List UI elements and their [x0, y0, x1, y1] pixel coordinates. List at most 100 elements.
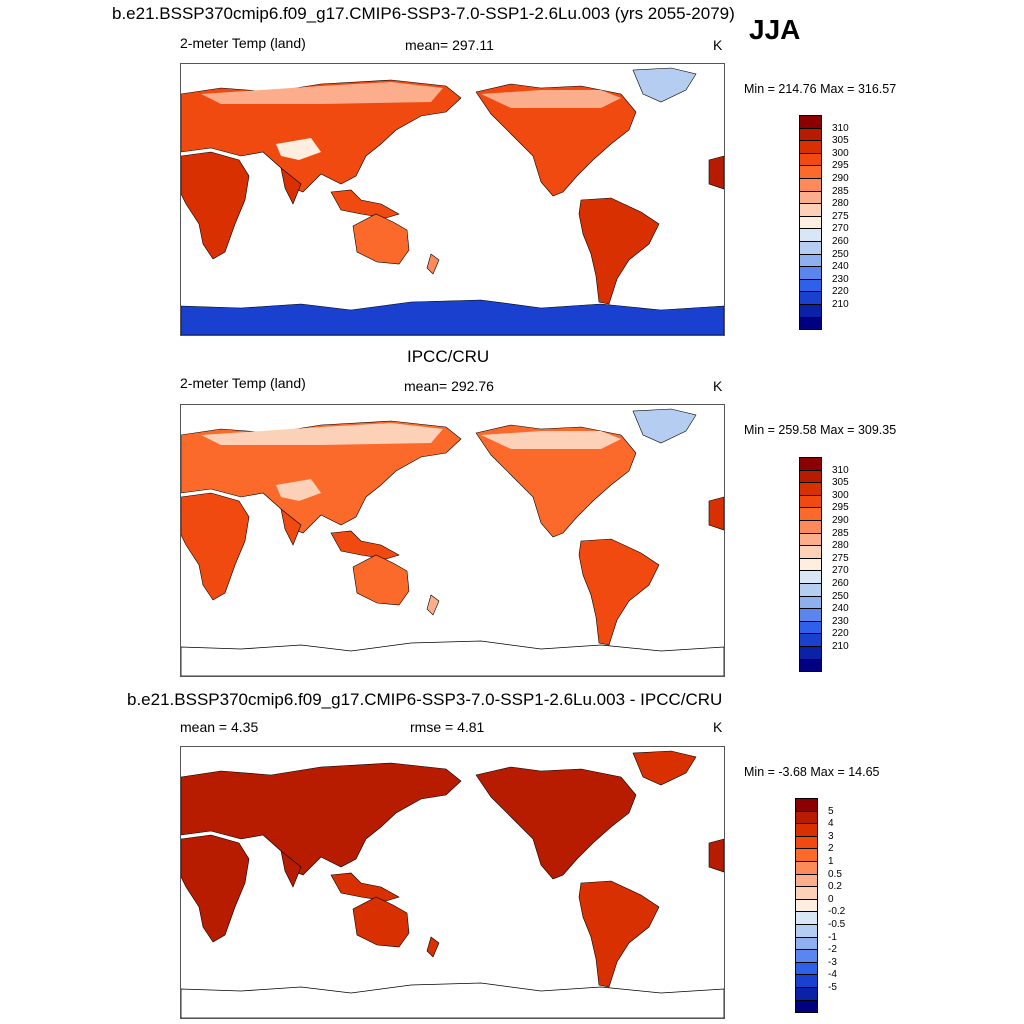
landmass-namerica [475, 766, 637, 880]
landmass-greenland [632, 408, 697, 444]
colorbar-tick-label: 310 [832, 464, 849, 476]
colorbar-swatch [799, 127, 822, 141]
colorbar-tick-label: 1 [828, 856, 834, 867]
colorbar-tick-label: 270 [832, 565, 849, 577]
colorbar-tick-label: 2 [828, 843, 834, 855]
colorbar-swatch [799, 469, 822, 483]
colorbar-tick-label: 260 [832, 236, 849, 247]
colorbar-tick-label: 305 [832, 135, 849, 147]
colorbar-tick-label: -5 [828, 982, 837, 993]
colorbar-tick-label: 210 [832, 641, 849, 652]
landmass-nz [426, 936, 440, 958]
season-label: JJA [749, 14, 801, 45]
colorbar-swatch [799, 165, 822, 179]
colorbar-swatch [799, 520, 822, 534]
colorbar-swatch [799, 304, 822, 318]
colorbar-swatch [799, 152, 822, 166]
colorbar-swatch [799, 457, 822, 471]
colorbar-swatch [799, 140, 822, 154]
landmass-antarctica [181, 640, 724, 676]
landmass-seasia [330, 189, 400, 219]
colorbar-tick-label: -4 [828, 969, 837, 981]
colorbar-tick-label: 0.2 [828, 881, 842, 893]
colorbar-swatch [799, 190, 822, 204]
colorbar-swatch [799, 494, 822, 508]
colorbar-swatch [795, 823, 818, 837]
panel-2-minmax: Min = 259.58 Max = 309.35 [744, 423, 897, 437]
landmass-westafrica [708, 838, 724, 873]
colorbar-tick-label: 300 [832, 489, 849, 501]
panel-3-rmse-label: rmse = 4.81 [410, 719, 485, 735]
plateau-region [276, 479, 321, 501]
landmass-seasia [330, 872, 400, 902]
colorbar-tick-label: -0.2 [828, 906, 846, 918]
colorbar-tick-label: 0.5 [828, 868, 842, 880]
colorbar-swatch [799, 178, 822, 192]
landmass-namerica [475, 83, 637, 197]
colorbar-swatch [795, 924, 818, 938]
landmass-namerica [475, 424, 637, 538]
colorbar-swatch [799, 545, 822, 559]
colorbar-swatch [795, 949, 818, 963]
panel-2-units: K [713, 378, 723, 394]
colorbar-tick-label: 305 [832, 477, 849, 489]
landmass-samerica [578, 538, 660, 646]
colorbar-tick-label: 3 [828, 830, 834, 842]
panel-1-colorbar: 310 305 300 295 290 285 280 275 270 260 250 240 230 2… [799, 115, 869, 330]
panel-2-colorbar: 310 305 300 295 290 285 280 275 270 260 250 240 230 2… [799, 457, 869, 672]
panel-3-mean-label: mean = 4.35 [180, 719, 259, 735]
colorbar-tick-label: 295 [832, 502, 849, 514]
colorbar-swatch [799, 646, 822, 660]
colorbar-tick-label: -1 [828, 931, 837, 943]
colorbar-tick-label: -3 [828, 956, 837, 968]
colorbar-swatch [795, 835, 818, 849]
landmass-india [280, 850, 302, 888]
colorbar-swatch [799, 278, 822, 292]
colorbar-swatch [795, 798, 818, 812]
landmass-nz [426, 594, 440, 616]
colorbar-swatch [799, 482, 822, 496]
colorbar-tick-label: 290 [832, 515, 849, 526]
landmass-eurasia [181, 79, 462, 193]
colorbar-tick-label: -0.5 [828, 919, 846, 930]
colorbar-swatch [799, 570, 822, 584]
landmass-seasia [330, 530, 400, 560]
colorbar-tick-label: 220 [832, 628, 849, 640]
colorbar-swatch [799, 507, 822, 521]
landmass-africa [181, 151, 250, 260]
colorbar-swatch [795, 911, 818, 925]
arctic-eurasia [201, 423, 443, 445]
colorbar-swatch [795, 873, 818, 887]
plateau-region [276, 138, 321, 160]
colorbar-tick-label: 295 [832, 160, 849, 172]
colorbar-swatch [799, 291, 822, 305]
colorbar-tick-label: 290 [832, 173, 849, 184]
panel-3-colorbar: 5 4 3 2 1 0.5 0.2 0 -0.2 -0.5 -1 -2 -3 -4 -5 [795, 798, 865, 1013]
colorbar-tick-label: 280 [832, 198, 849, 210]
colorbar-tick-label: 260 [832, 578, 849, 589]
colorbar-swatch [795, 861, 818, 875]
colorbar-tick-label: 230 [832, 273, 849, 285]
landmass-greenland [632, 750, 697, 786]
landmass-samerica [578, 197, 660, 305]
colorbar-tick-label: 275 [832, 210, 849, 222]
colorbar-swatch [799, 620, 822, 634]
landmass-india [280, 508, 302, 546]
colorbar-tick-label: 250 [832, 248, 849, 260]
landmass-eurasia [181, 762, 462, 876]
colorbar-swatch [799, 658, 822, 672]
landmass-samerica [578, 880, 660, 988]
colorbar-tick-label: 210 [832, 299, 849, 310]
landmass-westafrica [708, 155, 724, 190]
panel-3-minmax: Min = -3.68 Max = 14.65 [744, 765, 880, 779]
colorbar-swatch [799, 228, 822, 242]
colorbar-tick-label: 240 [832, 603, 849, 615]
landmass-australia [352, 896, 410, 948]
colorbar-tick-label: 280 [832, 540, 849, 552]
colorbar-swatch [799, 203, 822, 217]
colorbar-swatch [799, 608, 822, 622]
landmass-westafrica [708, 496, 724, 531]
landmass-africa [181, 492, 250, 601]
panel-1-mean-label: mean= 297.11 [405, 37, 494, 53]
landmass-africa [181, 834, 250, 943]
